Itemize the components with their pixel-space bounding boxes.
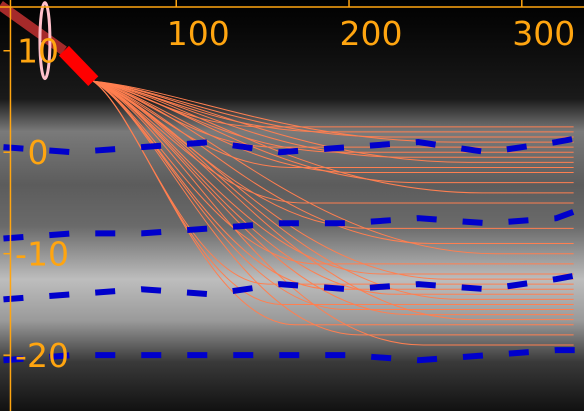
trajectory-line-29 (93, 80, 574, 336)
trajectory-line-22 (93, 80, 574, 295)
trajectory-lines (93, 80, 574, 346)
dashed-series-4 (3, 347, 584, 364)
dashed-series-1 (3, 134, 584, 156)
trajectory-line-4 (93, 80, 574, 143)
x-tick-label: 200 (340, 14, 403, 53)
dashed-series-3 (3, 271, 584, 303)
trajectory-line-7 (93, 80, 574, 158)
trajectory-line-25 (93, 80, 574, 311)
trajectory-line-11 (93, 80, 574, 184)
trajectory-line-28 (93, 80, 574, 326)
trajectory-line-13 (93, 80, 574, 204)
position-marker (38, 1, 52, 81)
trajectory-line-26 (93, 80, 574, 316)
dashed-series-2 (3, 205, 584, 242)
trajectory-line-23 (93, 80, 574, 300)
y-tick-label: -10 (15, 235, 69, 274)
y-tick-label: 0 (28, 133, 49, 172)
trajectory-line-17 (93, 80, 574, 265)
trajectory-line-15 (93, 80, 574, 245)
trajectory-line-8 (93, 80, 574, 163)
trajectory-line-16 (93, 80, 574, 255)
y-tick-label: -20 (15, 336, 69, 375)
y-tick-label: 10 (17, 32, 59, 71)
trajectory-line-19 (93, 80, 574, 280)
x-tick-label: 100 (167, 14, 230, 53)
trajectory-line-27 (93, 80, 574, 321)
trajectory-line-12 (93, 80, 574, 194)
x-tick-label: 300 (512, 14, 575, 53)
dashed-series (3, 134, 584, 364)
trajectory-line-30 (93, 80, 574, 346)
trajectory-line-18 (93, 80, 574, 275)
head-segment-line (58, 45, 99, 87)
